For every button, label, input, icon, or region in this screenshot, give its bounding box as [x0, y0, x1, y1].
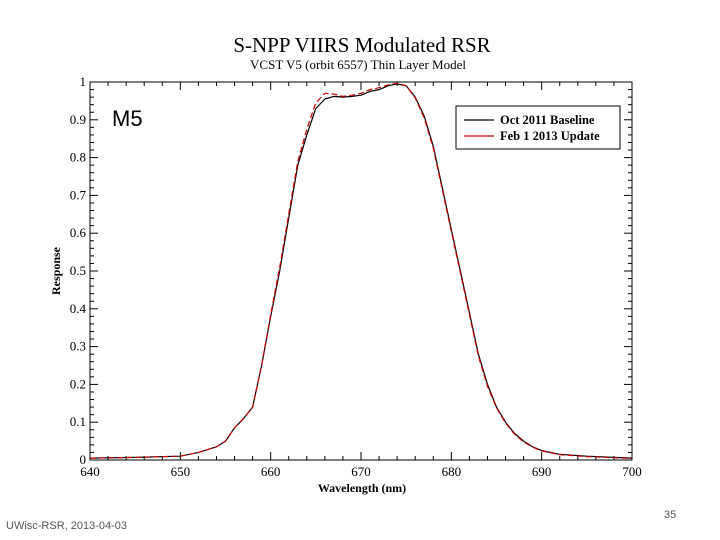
y-axis-label: Response [49, 246, 63, 295]
y-tick-label: 0.8 [70, 150, 86, 165]
y-tick-label: 0.5 [70, 263, 86, 278]
page-number: 35 [664, 509, 676, 521]
chart: S-NPP VIIRS Modulated RSR VCST V5 (orbit… [0, 0, 720, 540]
x-tick-label: 680 [442, 464, 462, 479]
y-tick-label: 0.2 [70, 376, 86, 391]
chart-subtitle: VCST V5 (orbit 6557) Thin Layer Model [250, 57, 466, 72]
y-tick-label: 0.3 [70, 339, 86, 354]
legend-label-baseline: Oct 2011 Baseline [500, 113, 595, 127]
y-tick-label: 0.7 [70, 187, 87, 202]
legend: Oct 2011 Baseline Feb 1 2013 Update [456, 106, 620, 149]
legend-label-update: Feb 1 2013 Update [500, 129, 600, 143]
y-tick-label: 0.1 [70, 414, 86, 429]
x-tick-label: 660 [261, 464, 281, 479]
footer-source: UWisc-RSR, 2013-04-03 [6, 520, 127, 532]
chart-title: S-NPP VIIRS Modulated RSR [233, 33, 490, 57]
y-tick-label: 0 [80, 452, 87, 467]
y-tick-label: 0.9 [70, 112, 86, 127]
x-tick-label: 670 [351, 464, 371, 479]
x-tick-label: 700 [622, 464, 642, 479]
x-tick-label: 690 [532, 464, 552, 479]
y-tick-label: 1 [80, 74, 87, 89]
y-tick-label: 0.4 [70, 301, 87, 316]
x-tick-label: 650 [171, 464, 191, 479]
y-tick-label: 0.6 [70, 225, 87, 240]
x-axis-label: Wavelength (nm) [318, 481, 406, 495]
band-label: M5 [112, 106, 143, 131]
